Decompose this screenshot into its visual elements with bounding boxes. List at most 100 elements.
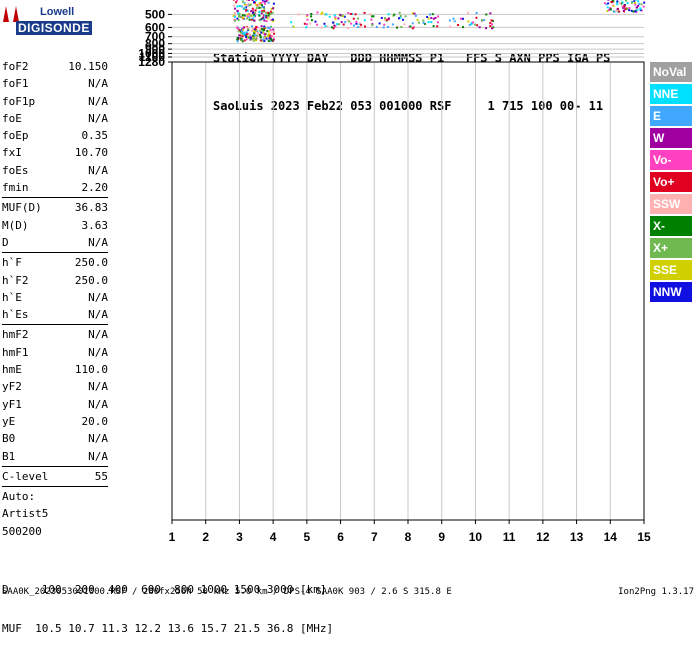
echo-point — [246, 0, 248, 1]
echo-point — [618, 11, 620, 13]
echo-point — [314, 21, 316, 23]
echo-point — [612, 4, 614, 6]
echo-point — [331, 26, 333, 28]
echo-point — [236, 5, 238, 7]
echo-point — [304, 23, 306, 25]
echo-point — [261, 4, 263, 6]
source-file-info: SAA0K_2023053001000.RSF / 280fx256h 50 k… — [2, 587, 452, 597]
echo-point — [641, 3, 643, 5]
echo-point — [263, 29, 265, 31]
echo-point — [436, 25, 438, 27]
echo-point — [619, 2, 621, 4]
echo-point — [297, 13, 299, 15]
echo-point — [353, 25, 355, 27]
echo-point — [242, 14, 244, 16]
echo-point — [266, 38, 268, 40]
echo-point — [238, 30, 240, 32]
echo-point — [437, 21, 439, 23]
echo-point — [604, 2, 606, 4]
echo-point — [343, 24, 345, 26]
echo-point — [260, 2, 262, 4]
y-tick-label: 400 — [145, 0, 165, 2]
echo-point — [364, 26, 366, 28]
echo-point — [396, 27, 398, 29]
echo-point — [628, 7, 630, 9]
echo-point — [479, 26, 481, 28]
echo-point — [242, 35, 244, 37]
x-tick-label: 7 — [371, 530, 378, 544]
polarization-legend: NoVal NNE E W Vo- Vo+ SSW X- X+ SSE NNW — [650, 62, 692, 304]
echo-point — [429, 13, 431, 15]
echo-point — [628, 9, 630, 11]
echo-point — [359, 26, 361, 28]
echo-point — [306, 19, 308, 21]
echo-point — [252, 0, 254, 1]
echo-point — [422, 20, 424, 22]
echo-point — [333, 25, 335, 27]
echo-point — [324, 25, 326, 27]
echo-point — [268, 40, 270, 42]
echo-point — [344, 21, 346, 23]
echo-point — [255, 38, 257, 40]
x-tick-label: 11 — [503, 530, 516, 544]
echo-point — [384, 17, 386, 19]
echo-point — [481, 19, 483, 21]
echo-point — [250, 10, 252, 12]
echo-point — [355, 23, 357, 25]
echo-point — [237, 40, 239, 42]
echo-point — [467, 12, 469, 14]
echo-point — [309, 23, 311, 25]
plot-grid — [172, 0, 644, 520]
echo-point — [383, 24, 385, 26]
echo-point — [263, 8, 265, 10]
echo-points — [182, 0, 645, 42]
echo-point — [238, 15, 240, 17]
echo-point — [325, 13, 327, 15]
echo-point — [258, 4, 260, 6]
echo-point — [449, 19, 451, 21]
legend-item-w: W — [650, 128, 692, 148]
echo-point — [259, 2, 261, 4]
echo-point — [360, 24, 362, 26]
echo-point — [241, 5, 243, 7]
echo-point — [306, 14, 308, 16]
echo-point — [245, 9, 247, 11]
echo-point — [272, 19, 274, 21]
echo-point — [617, 8, 619, 10]
echo-point — [392, 23, 394, 25]
echo-point — [266, 20, 268, 22]
echo-point — [398, 17, 400, 19]
echo-point — [610, 8, 612, 10]
echo-point — [437, 15, 439, 17]
x-tick-label: 15 — [637, 530, 651, 544]
echo-point — [246, 31, 248, 33]
legend-item-ssw: SSW — [650, 194, 692, 214]
echo-point — [235, 14, 237, 16]
echo-point — [462, 26, 464, 28]
echo-point — [268, 2, 270, 4]
echo-point — [483, 19, 485, 21]
y-tick-label: 1280 — [138, 55, 165, 69]
echo-point — [632, 11, 634, 13]
echo-point — [245, 36, 247, 38]
echo-point — [260, 36, 262, 38]
echo-point — [264, 3, 266, 5]
echo-point — [267, 35, 269, 37]
echo-point — [485, 13, 487, 15]
echo-point — [256, 35, 258, 37]
echo-point — [271, 31, 273, 33]
echo-point — [400, 26, 402, 28]
legend-item-nne: NNE — [650, 84, 692, 104]
echo-point — [370, 19, 372, 21]
echo-point — [491, 19, 493, 21]
echo-point — [457, 24, 459, 26]
echo-point — [350, 23, 352, 25]
echo-point — [235, 1, 237, 3]
echo-point — [249, 34, 251, 36]
echo-point — [252, 8, 254, 10]
echo-point — [252, 28, 254, 30]
echo-point — [262, 11, 264, 13]
echo-point — [251, 25, 253, 27]
x-tick-label: 5 — [304, 530, 311, 544]
